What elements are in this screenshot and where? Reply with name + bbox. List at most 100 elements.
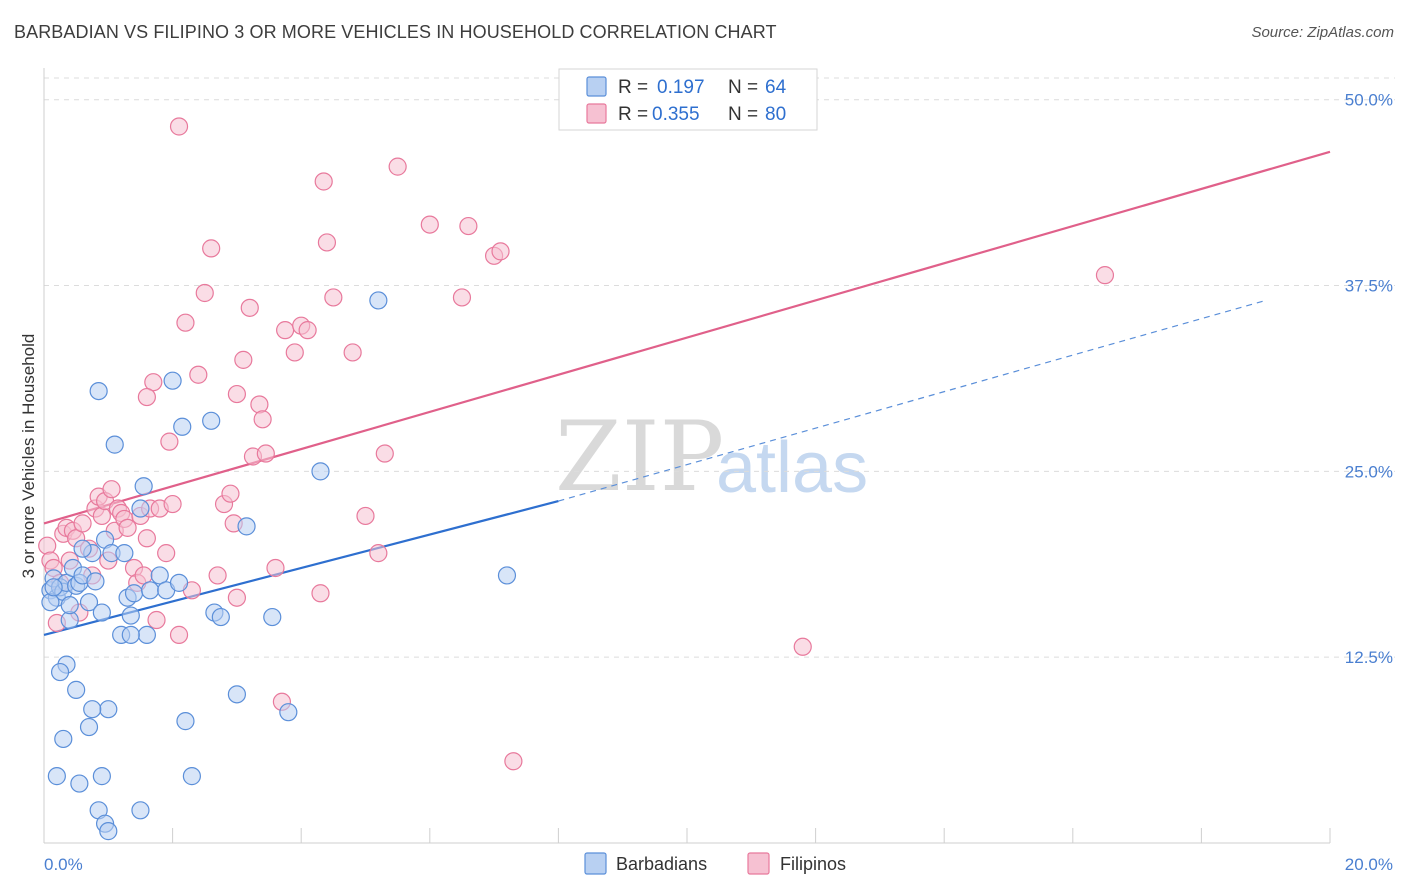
filipino-point-78 bbox=[137, 387, 156, 407]
barbadian-point-61 bbox=[60, 596, 79, 615]
y-axis-label: 3 or more Vehicles in Household bbox=[19, 334, 38, 579]
filipino-point-52 bbox=[253, 410, 272, 429]
barbadian-point-33 bbox=[173, 417, 192, 436]
legend-n-label: N = bbox=[728, 104, 758, 125]
watermark-atlas: atlas bbox=[716, 428, 868, 508]
axes bbox=[43, 68, 1331, 844]
filipino-point-73 bbox=[491, 242, 510, 261]
filipino-point-41 bbox=[195, 283, 214, 303]
barbadian-point-48 bbox=[67, 680, 86, 699]
barbadian-point-45 bbox=[497, 566, 517, 585]
barbadian-point-63 bbox=[121, 625, 140, 644]
filipino-point-79 bbox=[227, 384, 246, 404]
barbadian-point-44 bbox=[369, 291, 388, 310]
filipino-point-61 bbox=[314, 172, 333, 191]
filipino-point-34 bbox=[157, 544, 176, 563]
filipino-point-75 bbox=[793, 637, 812, 656]
barbadian-point-19 bbox=[105, 435, 124, 454]
barbadian-point-55 bbox=[99, 822, 118, 841]
filipino-point-60 bbox=[311, 584, 330, 603]
barbadian-point-56 bbox=[50, 662, 70, 682]
filipino-point-74 bbox=[504, 752, 523, 771]
barbadian-point-50 bbox=[79, 717, 99, 737]
barbadian-point-27 bbox=[137, 625, 156, 644]
x-tick-label-min: 0.0% bbox=[44, 855, 83, 874]
filipino-point-24 bbox=[118, 518, 137, 537]
filipino-point-77 bbox=[169, 117, 189, 136]
barbadian-point-41 bbox=[263, 607, 282, 627]
barbadian-point-23 bbox=[121, 606, 140, 625]
barbadian-point-40 bbox=[237, 517, 256, 536]
chart-title: BARBADIAN VS FILIPINO 3 OR MORE VEHICLES… bbox=[14, 22, 777, 42]
bottom-legend-swatch-barbadians bbox=[584, 852, 607, 875]
barbadian-point-42 bbox=[279, 703, 298, 722]
filipino-point-36 bbox=[163, 494, 182, 514]
filipino-point-29 bbox=[137, 529, 156, 548]
filipino-point-35 bbox=[160, 432, 179, 451]
barbadian-point-60 bbox=[44, 578, 63, 597]
filipino-point-54 bbox=[266, 558, 285, 578]
legend-r-label: R = bbox=[618, 77, 648, 98]
legend-r-value-filipinos: 0.355 bbox=[652, 104, 700, 125]
data-points bbox=[38, 117, 1115, 841]
filipino-point-65 bbox=[356, 506, 375, 526]
barbadian-point-36 bbox=[202, 411, 221, 430]
filipino-point-53 bbox=[256, 444, 275, 463]
barbadian-point-13 bbox=[86, 572, 105, 591]
barbadian-point-21 bbox=[115, 544, 134, 563]
bottom-legend-swatch-filipinos bbox=[747, 852, 770, 875]
filipino-point-71 bbox=[459, 216, 478, 236]
barbadian-point-32 bbox=[169, 573, 189, 592]
bottom-legend-label-filipinos: Filipinos bbox=[780, 854, 846, 874]
filipino-point-38 bbox=[176, 313, 195, 332]
filipino-point-47 bbox=[227, 588, 246, 607]
barbadian-point-26 bbox=[134, 477, 153, 496]
barbadian-point-39 bbox=[227, 685, 246, 704]
barbadian-point-43 bbox=[311, 462, 330, 481]
filipino-point-43 bbox=[208, 566, 227, 585]
barbadian-point-28 bbox=[140, 581, 160, 600]
filipino-point-69 bbox=[420, 215, 439, 234]
y-tick-label-1: 25.0% bbox=[1345, 462, 1393, 481]
barbadian-point-24 bbox=[124, 584, 144, 603]
y-tick-label-0: 12.5% bbox=[1345, 648, 1393, 667]
filipino-point-70 bbox=[452, 288, 472, 307]
legend-swatch-filipinos bbox=[586, 103, 607, 124]
filipino-point-67 bbox=[375, 444, 394, 463]
barbadian-point-53 bbox=[92, 767, 111, 786]
legend-n-value-barbadians: 64 bbox=[765, 77, 787, 98]
barbadian-point-35 bbox=[182, 767, 201, 786]
filipino-point-59 bbox=[298, 321, 317, 340]
y-tick-labels: 12.5% 25.0% 37.5% 50.0% bbox=[1345, 91, 1393, 667]
barbadian-point-49 bbox=[70, 774, 89, 793]
barbadian-point-25 bbox=[131, 499, 150, 518]
barbadian-point-58 bbox=[47, 767, 66, 786]
barbadian-point-17 bbox=[99, 700, 118, 719]
filipino-point-64 bbox=[343, 343, 362, 362]
barbadian-point-57 bbox=[131, 801, 150, 820]
filipino-point-16 bbox=[92, 506, 111, 526]
watermark-zip: ZIP bbox=[555, 401, 724, 513]
barbadian-point-46 bbox=[54, 729, 73, 749]
legend-swatch-barbadians bbox=[586, 76, 607, 97]
barbadian-point-62 bbox=[73, 539, 92, 558]
filipino-point-49 bbox=[240, 298, 259, 317]
filipino-point-66 bbox=[369, 544, 388, 563]
barbadian-point-59 bbox=[41, 593, 60, 612]
trendline-barbadians-extension bbox=[558, 299, 1266, 502]
legend-r-value-barbadians: 0.197 bbox=[657, 77, 705, 98]
legend-n-label: N = bbox=[728, 77, 758, 98]
legend-n-value-filipinos: 80 bbox=[765, 104, 786, 125]
barbadian-point-11 bbox=[79, 593, 99, 612]
filipino-point-32 bbox=[147, 610, 166, 630]
watermark: ZIP atlas bbox=[555, 401, 868, 513]
x-tick-label-max: 20.0% bbox=[1345, 855, 1393, 874]
barbadian-point-14 bbox=[89, 381, 108, 401]
y-tick-label-3: 50.0% bbox=[1345, 91, 1393, 110]
legend-r-label: R = bbox=[618, 104, 648, 125]
filipino-point-11 bbox=[73, 514, 92, 533]
filipino-point-37 bbox=[169, 625, 189, 644]
barbadian-point-38 bbox=[211, 607, 230, 627]
filipino-point-0 bbox=[38, 536, 57, 555]
barbadian-point-15 bbox=[92, 603, 111, 622]
